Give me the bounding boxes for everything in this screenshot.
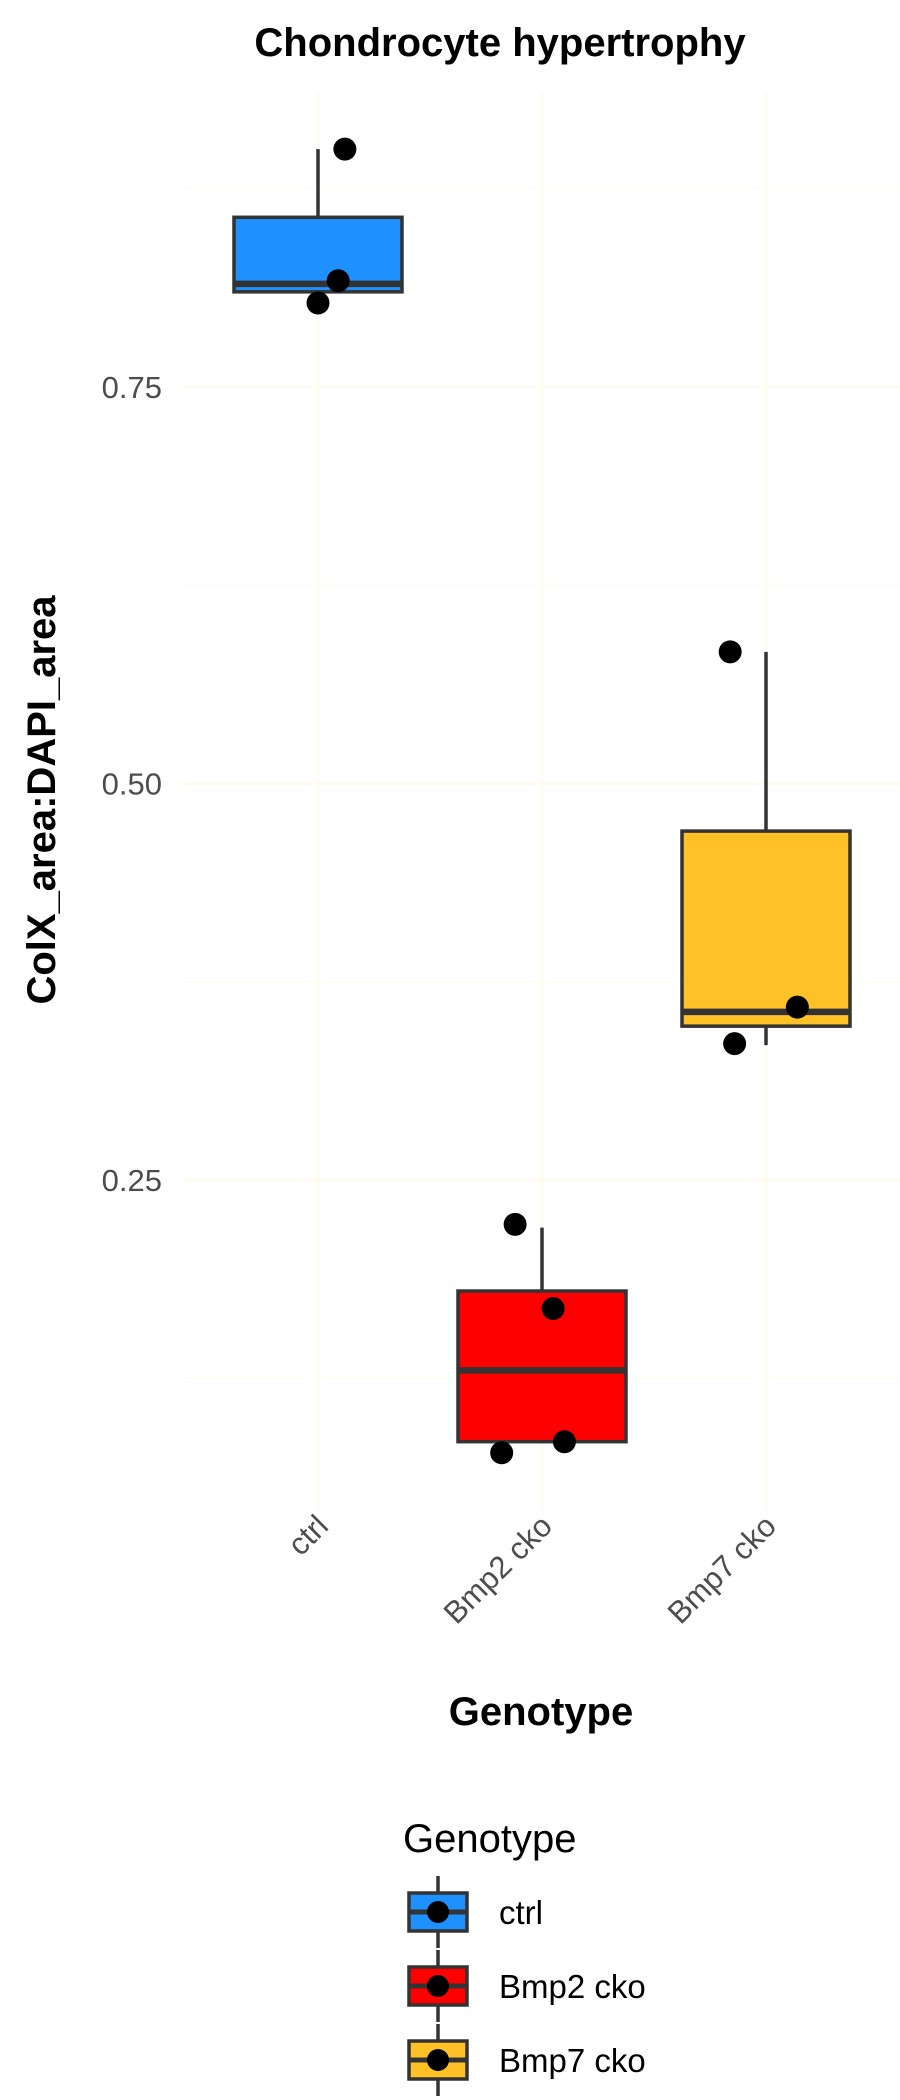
legend-title: Genotype — [403, 1817, 576, 1861]
legend-key-point — [427, 1901, 449, 1923]
data-point — [723, 1032, 747, 1056]
data-point — [718, 640, 742, 664]
data-point — [552, 1430, 576, 1454]
x-tick-label: Bmp2 cko — [437, 1508, 559, 1630]
x-tick-label: Bmp7 cko — [661, 1508, 783, 1630]
chart-title: Chondrocyte hypertrophy — [254, 21, 746, 65]
data-point — [785, 995, 809, 1019]
box-ctrl — [232, 149, 404, 294]
y-tick-label: 0.75 — [102, 370, 162, 405]
y-axis-title: ColX_area:DAPI_area — [20, 595, 64, 1005]
legend: Genotype ctrl Bmp2 cko Bmp7 cko — [403, 1817, 646, 2096]
box-body — [680, 829, 852, 1028]
data-point — [541, 1296, 565, 1320]
legend-key-point — [427, 1975, 449, 1997]
data-point — [306, 291, 330, 315]
legend-item: Bmp7 cko — [407, 2024, 646, 2096]
legend-label: Bmp2 cko — [499, 1968, 646, 2005]
data-point — [490, 1441, 514, 1465]
legend-label: ctrl — [499, 1894, 543, 1931]
data-point — [333, 137, 357, 161]
box-bmp2-cko — [456, 1227, 628, 1444]
legend-key-point — [427, 2049, 449, 2071]
data-point — [326, 269, 350, 293]
legend-label: Bmp7 cko — [499, 2042, 646, 2079]
data-points — [306, 137, 809, 1465]
data-point — [503, 1212, 527, 1236]
box-bmp7-cko — [680, 651, 852, 1046]
y-tick-label: 0.25 — [102, 1163, 162, 1198]
y-tick-label: 0.50 — [102, 767, 162, 802]
y-axis-ticks: 0.25 0.50 0.75 — [102, 370, 162, 1198]
box-body — [232, 215, 404, 294]
box-body — [456, 1289, 628, 1444]
x-tick-label: ctrl — [281, 1508, 335, 1562]
x-axis-title: Genotype — [449, 1690, 633, 1734]
legend-item: ctrl — [407, 1876, 543, 1948]
x-axis-ticks: ctrl Bmp2 cko Bmp7 cko — [281, 1508, 783, 1630]
legend-item: Bmp2 cko — [407, 1950, 646, 2022]
box-plots — [232, 149, 852, 1444]
